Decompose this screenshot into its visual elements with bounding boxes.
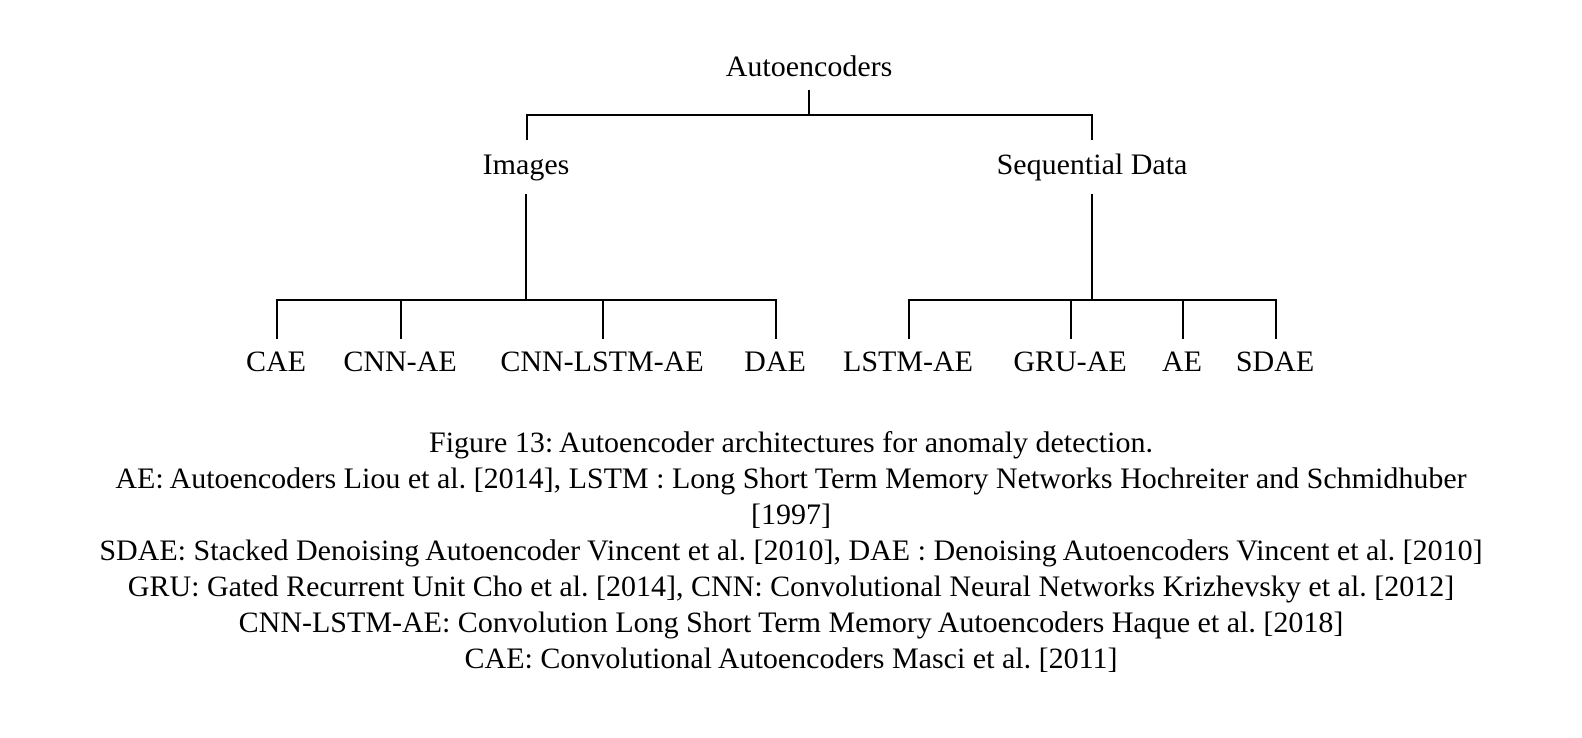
root-horizontal-line xyxy=(526,114,1093,116)
caption-line: AE: Autoencoders Liou et al. [2014], LST… xyxy=(115,462,1467,495)
caption-line: CAE: Convolutional Autoencoders Masci et… xyxy=(464,642,1118,675)
leaf-node-ae: AE xyxy=(1162,345,1202,378)
sequential-drop-line xyxy=(1091,114,1093,140)
caption-line: GRU: Gated Recurrent Unit Cho et al. [20… xyxy=(127,570,1455,603)
caption-line: CNN-LSTM-AE: Convolution Long Short Term… xyxy=(238,606,1344,639)
sequential-horizontal-line xyxy=(908,299,1277,301)
leaf-drop-line-gru-ae xyxy=(1070,299,1072,339)
leaf-node-cae: CAE xyxy=(246,345,306,378)
leaf-drop-line-dae xyxy=(775,299,777,339)
branch-node-images: Images xyxy=(482,148,570,181)
leaf-node-cnn-lstm-ae: CNN-LSTM-AE xyxy=(500,345,704,378)
caption-title: Figure 13: Autoencoder architectures for… xyxy=(429,426,1153,459)
leaf-node-cnn-ae: CNN-AE xyxy=(343,345,457,378)
leaf-node-lstm-ae: LSTM-AE xyxy=(843,345,973,378)
leaf-node-gru-ae: GRU-AE xyxy=(1013,345,1127,378)
leaf-drop-line-cae xyxy=(276,299,278,339)
images-stem-line xyxy=(525,194,527,301)
root-stem-line xyxy=(808,90,810,116)
leaf-drop-line-lstm-ae xyxy=(908,299,910,339)
root-node: Autoencoders xyxy=(725,50,893,83)
images-drop-line xyxy=(526,114,528,140)
leaf-drop-line-ae xyxy=(1182,299,1184,339)
leaf-drop-line-cnn-ae xyxy=(400,299,402,339)
figure-caption: Figure 13: Autoencoder architectures for… xyxy=(0,425,1582,677)
caption-line: SDAE: Stacked Denoising Autoencoder Vinc… xyxy=(99,534,1483,567)
taxonomy-tree: Autoencoders Images Sequential Data CAE … xyxy=(246,50,1315,378)
leaf-drop-line-sdae xyxy=(1275,299,1277,339)
leaf-node-sdae: SDAE xyxy=(1235,345,1315,378)
leaf-node-dae: DAE xyxy=(744,345,806,378)
branch-node-sequential-data: Sequential Data xyxy=(996,148,1188,181)
leaf-drop-line-cnn-lstm-ae xyxy=(602,299,604,339)
sequential-stem-line xyxy=(1091,194,1093,301)
images-horizontal-line xyxy=(276,299,777,301)
caption-line: [1997] xyxy=(751,498,831,531)
